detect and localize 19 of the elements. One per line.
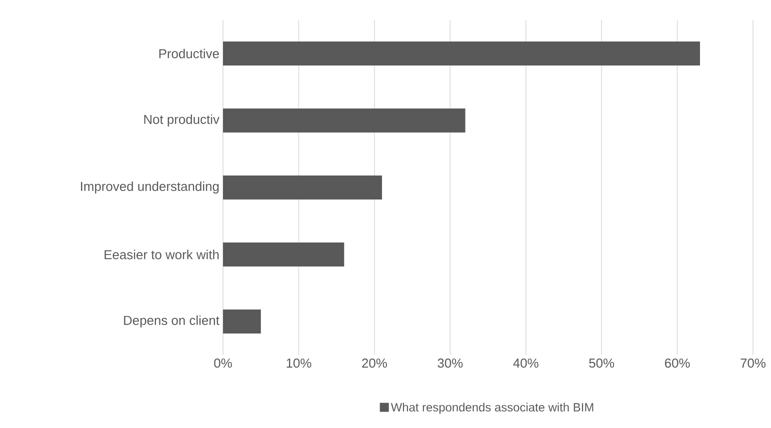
bar — [223, 242, 344, 267]
y-tick-label: Improved understanding — [81, 181, 219, 194]
x-tick-label: 0% — [214, 358, 232, 368]
x-tick-label: 40% — [513, 358, 538, 368]
legend-label: What respondends associate with BIM — [390, 402, 594, 414]
y-tick-label: Productive — [159, 48, 219, 58]
x-tick-label: 60% — [664, 358, 690, 368]
y-tick-label: Eeasier to work with — [104, 250, 219, 260]
bar — [223, 176, 382, 200]
x-tick-label: 30% — [438, 358, 463, 368]
x-tick-label: 50% — [589, 358, 614, 368]
x-tick-label: 10% — [286, 358, 312, 368]
y-tick-label: Not productiv — [144, 114, 220, 127]
bar — [223, 108, 466, 133]
x-tick-label: 70% — [740, 358, 766, 368]
bar — [223, 42, 700, 66]
bar — [223, 310, 261, 334]
y-tick-label: Depens on client — [124, 315, 220, 328]
x-tick-label: 20% — [362, 358, 387, 368]
